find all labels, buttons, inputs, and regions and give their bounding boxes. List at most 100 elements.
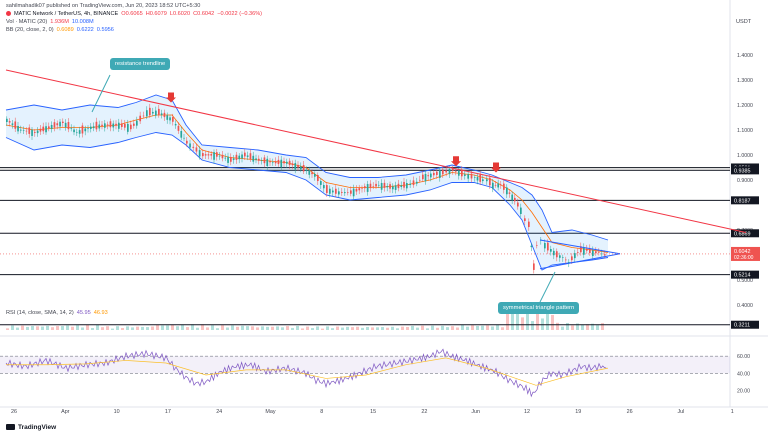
volume-bar	[206, 327, 209, 330]
candle-body	[583, 247, 585, 255]
candle-body	[503, 183, 505, 190]
last-price-label-bg	[731, 246, 760, 261]
tradingview-brand[interactable]: TradingView	[6, 424, 56, 431]
time-tick-label: 12	[524, 409, 530, 415]
candle-body	[255, 158, 257, 160]
symbol-icon	[6, 11, 11, 17]
time-tick-label: 19	[575, 409, 581, 415]
candle-body	[28, 127, 31, 134]
candle-body	[427, 175, 430, 177]
volume-bar	[21, 325, 24, 330]
rsi-value: 45.95	[76, 310, 91, 316]
candle-body	[445, 170, 448, 173]
volume-bar	[251, 326, 254, 330]
candle-body	[589, 248, 591, 254]
time-tick-label: 17	[165, 409, 171, 415]
candle-body	[152, 111, 154, 114]
volume-bar	[426, 328, 429, 330]
volume-bar	[301, 328, 304, 330]
candle-body	[553, 250, 555, 256]
volume-bar	[536, 307, 539, 330]
candle-body	[124, 123, 126, 128]
level-label-bg	[731, 166, 759, 175]
candle-body	[59, 121, 61, 127]
candle-body	[574, 253, 576, 259]
resistance-trendline	[5, 69, 747, 233]
volume-bar	[496, 324, 499, 330]
time-tick-label: Jun	[471, 409, 480, 415]
volume-bar	[486, 325, 489, 330]
volume-bar	[271, 326, 274, 330]
volume-legend[interactable]: Vol · MATIC (20) 1.936M 10.008M	[6, 19, 97, 26]
candle-body	[577, 252, 579, 253]
candle-body	[601, 253, 603, 255]
volume-bar	[66, 325, 69, 330]
volume-bar	[111, 328, 114, 330]
bollinger-basis-line	[5, 114, 609, 253]
bb-legend[interactable]: BB (20, close, 2, 0) 0.6089 0.6222 0.5956	[6, 27, 117, 34]
candle-body	[347, 192, 349, 193]
candle-body	[500, 184, 502, 186]
candle-body	[14, 121, 17, 129]
volume-bar	[341, 327, 344, 330]
volume-bar	[551, 314, 554, 330]
level-label: 0.5214	[734, 273, 751, 279]
candle-body	[274, 161, 277, 164]
volume-bar	[431, 325, 434, 330]
candle-body	[308, 170, 311, 175]
candle-body	[489, 177, 491, 186]
volume-bar	[6, 328, 9, 330]
volume-bar	[556, 322, 559, 330]
candle-body	[361, 188, 363, 189]
candle-body	[372, 185, 375, 187]
candle-body	[302, 165, 305, 172]
volume-bar	[186, 327, 189, 330]
candle-body	[497, 183, 500, 188]
volume-label: Vol · MATIC (20)	[6, 19, 48, 25]
candle-body	[533, 263, 535, 270]
candle-body	[244, 152, 246, 157]
volume-bar	[401, 326, 404, 330]
candle-body	[109, 121, 112, 128]
candle-body	[155, 110, 157, 116]
volume-bar	[381, 327, 384, 330]
time-tick-label: 8	[320, 409, 323, 415]
candle-body	[406, 183, 408, 189]
volume-bar	[316, 326, 319, 330]
volume-bar	[261, 326, 264, 330]
triangle-upper-line	[539, 239, 621, 255]
symbol-legend[interactable]: MATIC Network / TetherUS, 4h, BINANCE O0.…	[6, 11, 265, 18]
candle-body	[389, 184, 391, 189]
volume-bar	[96, 325, 99, 330]
candle-body	[604, 254, 606, 256]
candle-body	[8, 121, 11, 123]
volume-bar	[346, 326, 349, 330]
candle-body	[329, 188, 331, 194]
symbol-name: MATIC Network / TetherUS, 4h, BINANCE	[14, 11, 119, 17]
candle-body	[186, 140, 188, 144]
candle-body	[508, 192, 511, 194]
candle-body	[369, 183, 372, 189]
rsi-legend[interactable]: RSI (14, close, SMA, 14, 2) 45.95 46.93	[6, 310, 111, 317]
candle-body	[297, 164, 299, 168]
candle-body	[544, 242, 546, 249]
candle-body	[235, 154, 238, 160]
volume-bar	[391, 326, 394, 330]
rejection-arrow-icon	[166, 92, 176, 103]
volume-bar	[576, 323, 579, 330]
volume-bar	[76, 325, 79, 330]
candle-body	[294, 163, 297, 170]
candle-body	[280, 159, 283, 168]
volume-bar	[586, 324, 589, 330]
price-tick-label: 0.9000	[737, 178, 753, 184]
price-tick-label: 1.2000	[737, 103, 753, 109]
candle-body	[34, 131, 36, 133]
candle-body	[550, 249, 552, 252]
candle-body	[556, 251, 558, 258]
time-tick-label: 1	[731, 409, 734, 415]
volume-bar	[286, 326, 289, 330]
candle-body	[375, 183, 377, 187]
rsi-tick-label: 60.00	[737, 354, 750, 360]
volume-bar	[226, 327, 229, 330]
